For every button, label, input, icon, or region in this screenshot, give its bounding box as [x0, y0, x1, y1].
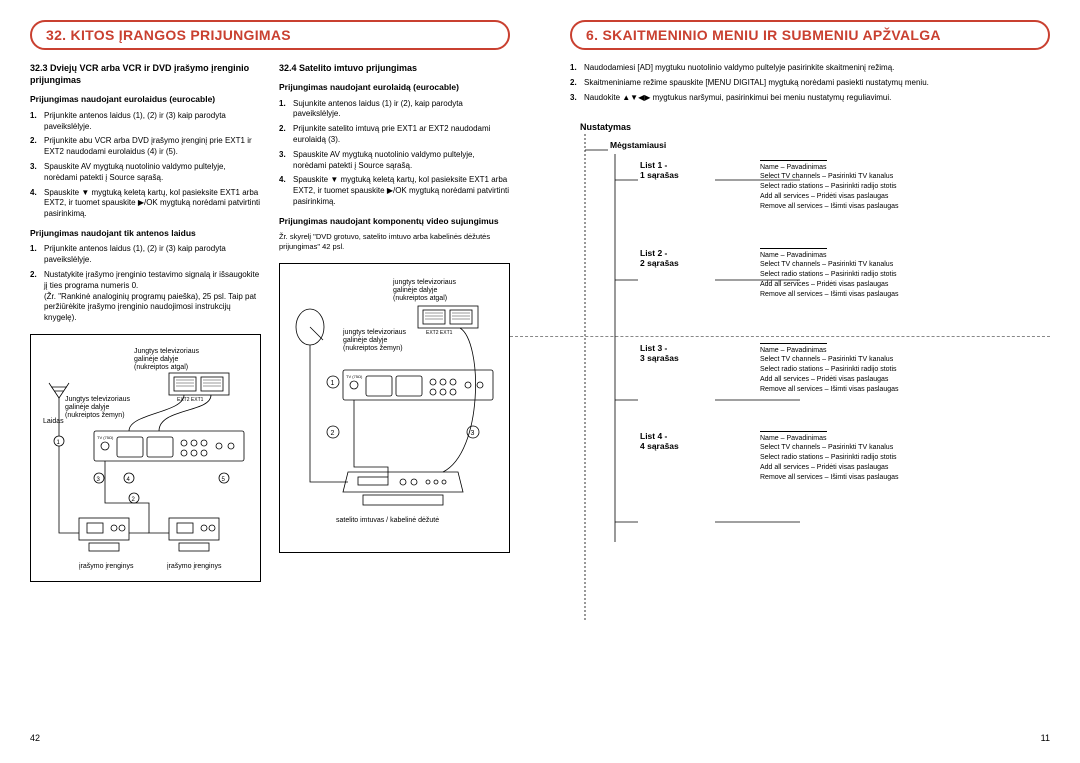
- svg-text:galinėje dalyje: galinėje dalyje: [343, 337, 387, 344]
- svg-text:įrašymo įrenginys: įrašymo įrenginys: [79, 563, 134, 570]
- banner-title-r: 6. SKAITMENINIO MENIU IR SUBMENIU APŽVAL…: [586, 27, 1034, 43]
- sub-euro2: Prijungimas naudojant eurolaidą (eurocab…: [279, 82, 510, 93]
- section-banner-r: 6. SKAITMENINIO MENIU IR SUBMENIU APŽVAL…: [570, 20, 1050, 50]
- note-comp: Žr. skyrelį "DVD grotuvo, satelito imtuv…: [279, 232, 510, 252]
- list-324a: 1.Sujunkite antenos laidus (1) ir (2), k…: [279, 99, 510, 208]
- sub-comp: Prijungimas naudojant komponentų video s…: [279, 216, 510, 227]
- svg-text:jungtys televizoriaus: jungtys televizoriaus: [392, 279, 457, 286]
- svg-text:1: 1: [331, 380, 335, 387]
- svg-text:(nukreiptos žemyn): (nukreiptos žemyn): [343, 345, 403, 352]
- svg-text:galinėje dalyje: galinėje dalyje: [134, 356, 178, 363]
- tree-list-item: List 2 - 2 sąrašas Name – PavadinimasSele…: [640, 248, 1050, 300]
- tree-detail: Name – PavadinimasSelect TV channels – P…: [760, 248, 1050, 300]
- svg-text:įrašymo įrenginys: įrašymo įrenginys: [167, 563, 222, 570]
- svg-text:EXT2 EXT1: EXT2 EXT1: [426, 330, 453, 336]
- svg-text:3: 3: [471, 430, 475, 437]
- svg-text:galinėje dalyje: galinėje dalyje: [65, 404, 109, 411]
- page-number-right: 11: [1041, 733, 1050, 743]
- tree-detail: Name – PavadinimasSelect TV channels – P…: [760, 160, 1050, 212]
- banner-title: 32. KITOS ĮRANGOS PRIJUNGIMAS: [46, 27, 494, 43]
- svg-text:2: 2: [331, 430, 335, 437]
- tree-detail: Name – PavadinimasSelect TV channels – P…: [760, 431, 1050, 483]
- tree-list-label: List 3 - 3 sąrašas: [640, 343, 710, 363]
- tree-detail: Name – PavadinimasSelect TV channels – P…: [760, 343, 1050, 395]
- svg-text:jungtys televizoriaus: jungtys televizoriaus: [342, 329, 407, 336]
- svg-text:(nukreiptos atgal): (nukreiptos atgal): [393, 295, 447, 302]
- sect-head-323: 32.3 Dviejų VCR arba VCR ir DVD įrašymo …: [30, 62, 261, 86]
- diag-lbl: Jungtys televizoriaus: [134, 348, 199, 355]
- tree-list-label: List 1 - 1 sąrašas: [640, 160, 710, 180]
- column-b: 32.4 Satelito imtuvo prijungimas Prijung…: [279, 62, 510, 582]
- svg-text:Jungtys televizoriaus: Jungtys televizoriaus: [65, 396, 130, 403]
- svg-text:(nukreiptos žemyn): (nukreiptos žemyn): [65, 412, 125, 419]
- diagram-sat: jungtys televizoriaus galinėje dalyje (n…: [279, 263, 510, 553]
- tree-list-label: List 2 - 2 sąrašas: [640, 248, 710, 268]
- tree-list-label: List 4 - 4 sąrašas: [640, 431, 710, 451]
- svg-text:Laidas: Laidas: [43, 418, 64, 425]
- section-banner: 32. KITOS ĮRANGOS PRIJUNGIMAS: [30, 20, 510, 50]
- svg-text:galinėje dalyje: galinėje dalyje: [393, 287, 437, 294]
- tree-list-item: List 4 - 4 sąrašas Name – PavadinimasSele…: [640, 431, 1050, 483]
- menu-tree: Nustatymas Mėgstamiausi List 1 - 1 sąraš…: [570, 122, 1050, 483]
- sub-euro: Prijungimas naudojant eurolaidus (euroca…: [30, 94, 261, 105]
- svg-text:TV (75Ω): TV (75Ω): [346, 374, 363, 379]
- column-a: 32.3 Dviejų VCR arba VCR ir DVD įrašymo …: [30, 62, 261, 582]
- tree-list-item: List 1 - 1 sąrašas Name – PavadinimasSele…: [640, 160, 1050, 212]
- list-323b: 1.Prijunkite antenos laidus (1), (2) ir …: [30, 244, 261, 324]
- tree-list-item: List 3 - 3 sąrašas Name – PavadinimasSele…: [640, 343, 1050, 395]
- sub-ant: Prijungimas naudojant tik antenos laidus: [30, 228, 261, 239]
- list-323a: 1.Prijunkite antenos laidus (1), (2) ir …: [30, 111, 261, 220]
- intro-list: 1.Naudodamiesi [AD] mygtuku nuotolinio v…: [570, 62, 1050, 104]
- diagram-vcr: Jungtys televizoriaus galinėje dalyje (n…: [30, 334, 261, 582]
- tree-lvl1: Mėgstamiausi: [610, 140, 1050, 150]
- sect-head-324: 32.4 Satelito imtuvo prijungimas: [279, 62, 510, 74]
- page-number-left: 42: [30, 733, 40, 743]
- svg-text:satelito imtuvas / kabelinė dė: satelito imtuvas / kabelinė dėžutė: [336, 517, 439, 524]
- svg-text:TV (75Ω): TV (75Ω): [97, 435, 114, 440]
- svg-text:(nukreiptos atgal): (nukreiptos atgal): [134, 364, 188, 371]
- dashed-separator: [510, 336, 1050, 337]
- tree-root: Nustatymas: [580, 122, 1050, 132]
